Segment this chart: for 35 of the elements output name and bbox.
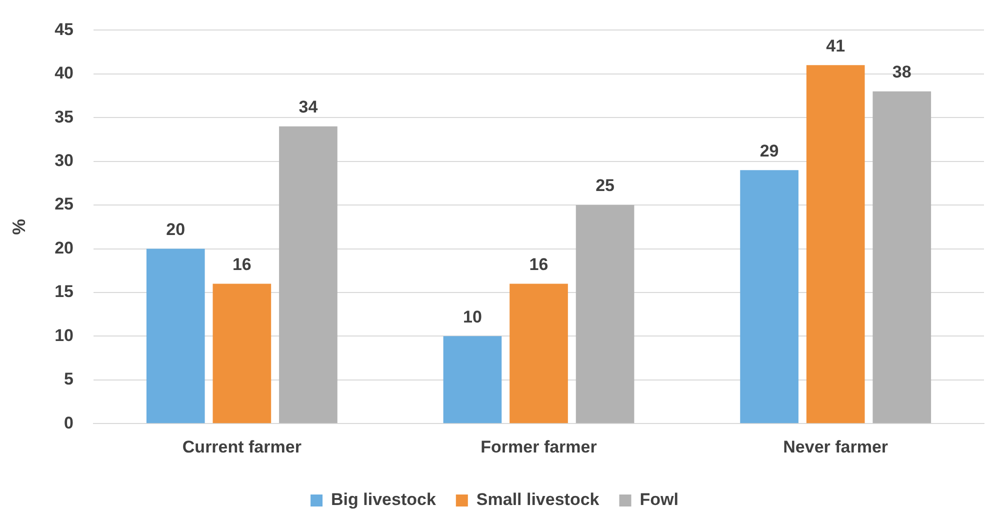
data-label: 16 [232, 254, 252, 274]
y-tick-label: 5 [64, 370, 74, 389]
y-tick-label: 10 [54, 326, 74, 345]
bar [510, 284, 568, 424]
x-tick-label: Never farmer [783, 437, 888, 456]
x-tick-label: Former farmer [480, 437, 598, 456]
bar [146, 248, 205, 424]
y-tick-label: 0 [64, 413, 74, 432]
bar [212, 284, 272, 424]
x-tick-label: Current farmer [182, 437, 302, 456]
y-tick-label: 15 [54, 282, 74, 302]
y-axis-title: % [8, 218, 29, 235]
bar [576, 205, 634, 424]
y-tick-label: 45 [54, 20, 74, 39]
y-tick-label: 25 [54, 194, 74, 214]
y-tick-label: 40 [54, 64, 74, 83]
legend-label: Small livestock [476, 490, 600, 510]
data-label: 25 [596, 176, 615, 196]
legend-label: Big livestock [331, 490, 436, 510]
bar [806, 65, 865, 424]
legend-label: Fowl [640, 490, 678, 510]
bar [872, 91, 932, 424]
bar [740, 170, 798, 424]
bar [443, 336, 502, 424]
data-label: 38 [892, 62, 912, 82]
y-tick-label: 35 [54, 107, 74, 126]
bar [279, 126, 338, 424]
data-label: 29 [760, 141, 779, 160]
data-label: 10 [463, 307, 482, 326]
y-tick-label: 30 [54, 151, 74, 170]
data-label: 16 [529, 254, 548, 274]
data-label: 34 [298, 98, 318, 117]
data-label: 41 [826, 36, 846, 56]
y-tick-label: 20 [54, 238, 74, 258]
data-label: 20 [166, 220, 186, 239]
